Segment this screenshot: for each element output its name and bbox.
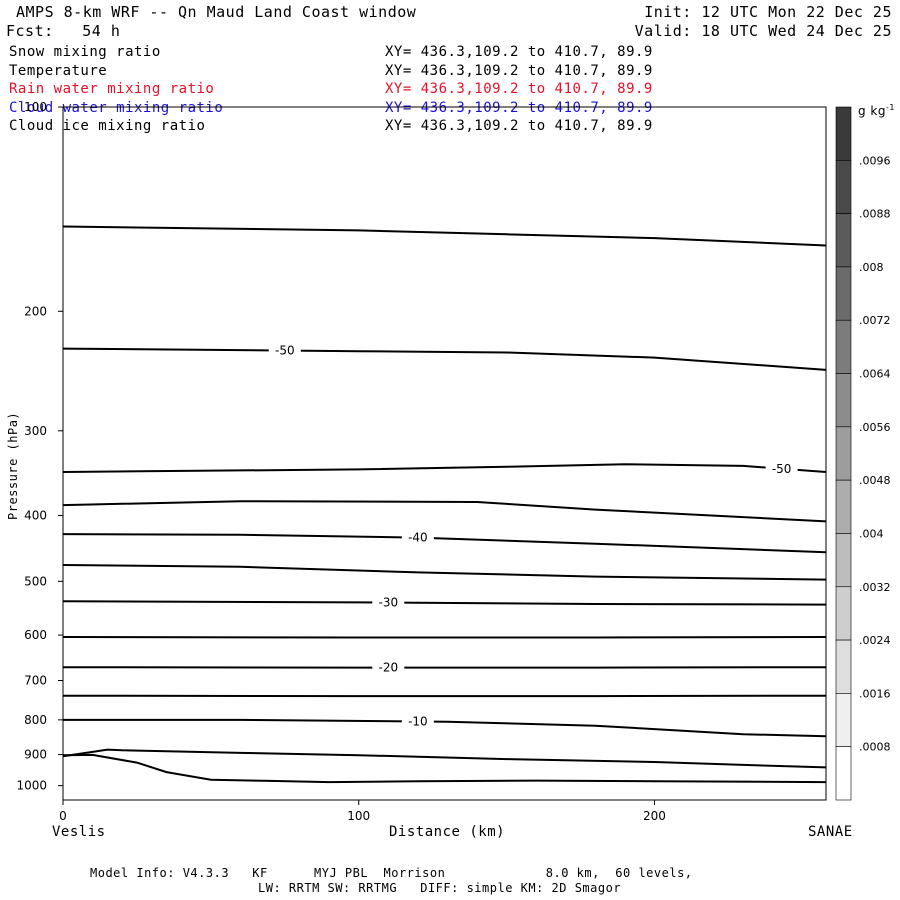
y-tick-label: 100 bbox=[24, 100, 47, 114]
colorbar-tick-label: .0032 bbox=[859, 581, 891, 594]
contour-label-bg bbox=[765, 461, 798, 476]
valid-time: Valid: 18 UTC Wed 24 Dec 25 bbox=[634, 22, 892, 40]
x-tick-label: 100 bbox=[347, 809, 370, 823]
colorbar-segment bbox=[835, 533, 852, 588]
colorbar-segment bbox=[835, 426, 852, 481]
contour-label-bg bbox=[372, 595, 405, 610]
colorbar-segment bbox=[835, 693, 852, 747]
temperature-contour bbox=[62, 500, 827, 523]
y-tick-label: 900 bbox=[24, 748, 47, 762]
legend-field-name: Cloud ice mixing ratio bbox=[9, 118, 206, 135]
temperature-contour bbox=[62, 600, 827, 606]
y-tick-label: 600 bbox=[24, 628, 47, 642]
colorbar-segment bbox=[835, 639, 852, 694]
colorbar-segment bbox=[835, 106, 852, 161]
x-tick-label: 200 bbox=[643, 809, 666, 823]
legend-field-name: Temperature bbox=[9, 62, 108, 79]
colorbar-tick-label: .0064 bbox=[859, 368, 891, 381]
temperature-contour bbox=[62, 753, 827, 784]
colorbar-units: g kg-1 bbox=[858, 103, 895, 118]
temperature-contour bbox=[62, 463, 827, 473]
legend-field-coords: XY= 436.3,109.2 to 410.7, 89.9 bbox=[385, 99, 653, 116]
colorbar-segment bbox=[835, 266, 852, 321]
colorbar-tick-label: .0072 bbox=[859, 314, 891, 327]
x-axis-title: Distance (km) bbox=[389, 824, 506, 840]
colorbar-tick-label: .0096 bbox=[859, 154, 891, 167]
model-info-line2: LW: RRTM SW: RRTMG DIFF: simple KM: 2D S… bbox=[258, 881, 622, 895]
temperature-contour bbox=[62, 225, 827, 247]
colorbar-segment bbox=[835, 319, 852, 374]
colorbar-tick-label: .0048 bbox=[859, 474, 891, 487]
legend-field-coords: XY= 436.3,109.2 to 410.7, 89.9 bbox=[385, 62, 653, 79]
colorbar-tick-label: .0016 bbox=[859, 687, 891, 700]
y-tick-label: 800 bbox=[24, 713, 47, 727]
x-right-endpoint: SANAE bbox=[808, 824, 853, 840]
contour-label-bg bbox=[268, 343, 301, 358]
contour-label: -20 bbox=[379, 661, 399, 675]
contour-label: -50 bbox=[772, 462, 792, 476]
temperature-contour bbox=[62, 347, 827, 371]
contour-label: -40 bbox=[408, 531, 428, 545]
colorbar-segment bbox=[835, 213, 852, 268]
y-tick-label: 700 bbox=[24, 674, 47, 688]
temperature-contour bbox=[62, 533, 827, 554]
legend-field-name: Cloud water mixing ratio bbox=[9, 99, 224, 116]
y-tick-label: 500 bbox=[24, 574, 47, 588]
colorbar-segment bbox=[835, 586, 852, 641]
temperature-contour bbox=[62, 748, 827, 769]
x-tick-label: 0 bbox=[59, 809, 67, 823]
colorbar-tick-label: .004 bbox=[859, 527, 884, 540]
chart-title: AMPS 8-km WRF -- Qn Maud Land Coast wind… bbox=[16, 3, 417, 21]
legend-field-name: Snow mixing ratio bbox=[9, 44, 161, 60]
colorbar-tick-label: .0008 bbox=[859, 741, 891, 754]
contour-label: -30 bbox=[379, 596, 399, 610]
init-time: Init: 12 UTC Mon 22 Dec 25 bbox=[644, 3, 892, 21]
y-tick-label: 1000 bbox=[16, 779, 47, 793]
colorbar-tick-label: .0088 bbox=[859, 208, 891, 221]
colorbar-segment bbox=[835, 746, 852, 801]
y-tick-label: 200 bbox=[24, 304, 47, 318]
temperature-contour bbox=[62, 636, 827, 639]
y-tick-label: 300 bbox=[24, 424, 47, 438]
legend-field-name: Rain water mixing ratio bbox=[9, 81, 215, 98]
legend-field-coords: XY= 436.3,109.2 to 410.7, 89.9 bbox=[385, 44, 653, 60]
contour-label-bg bbox=[401, 714, 434, 729]
legend-field-coords: XY= 436.3,109.2 to 410.7, 89.9 bbox=[385, 118, 653, 135]
colorbar-tick-label: .0056 bbox=[859, 421, 891, 434]
contour-label: -10 bbox=[408, 714, 428, 728]
contour-label: -50 bbox=[275, 344, 295, 358]
colorbar-segment bbox=[835, 373, 852, 428]
legend-field-coords: XY= 436.3,109.2 to 410.7, 89.9 bbox=[385, 81, 653, 98]
colorbar-tick-label: .0024 bbox=[859, 634, 891, 647]
forecast-hour: Fcst: 54 h bbox=[6, 22, 121, 40]
x-left-endpoint: Veslis bbox=[52, 824, 106, 840]
colorbar-tick-label: .008 bbox=[859, 261, 884, 274]
contour-label-bg bbox=[372, 660, 405, 675]
colorbar-segment bbox=[835, 160, 852, 214]
colorbar-segment bbox=[835, 479, 852, 534]
contour-label-bg bbox=[401, 530, 434, 545]
temperature-contour bbox=[63, 718, 827, 738]
y-axis-title: Pressure (hPa) bbox=[6, 411, 20, 520]
plot-frame bbox=[62, 106, 827, 801]
temperature-contour bbox=[62, 564, 827, 581]
model-info-line1: Model Info: V4.3.3 KF MYJ PBL Morrison 8… bbox=[90, 866, 693, 880]
y-tick-label: 400 bbox=[24, 509, 47, 523]
